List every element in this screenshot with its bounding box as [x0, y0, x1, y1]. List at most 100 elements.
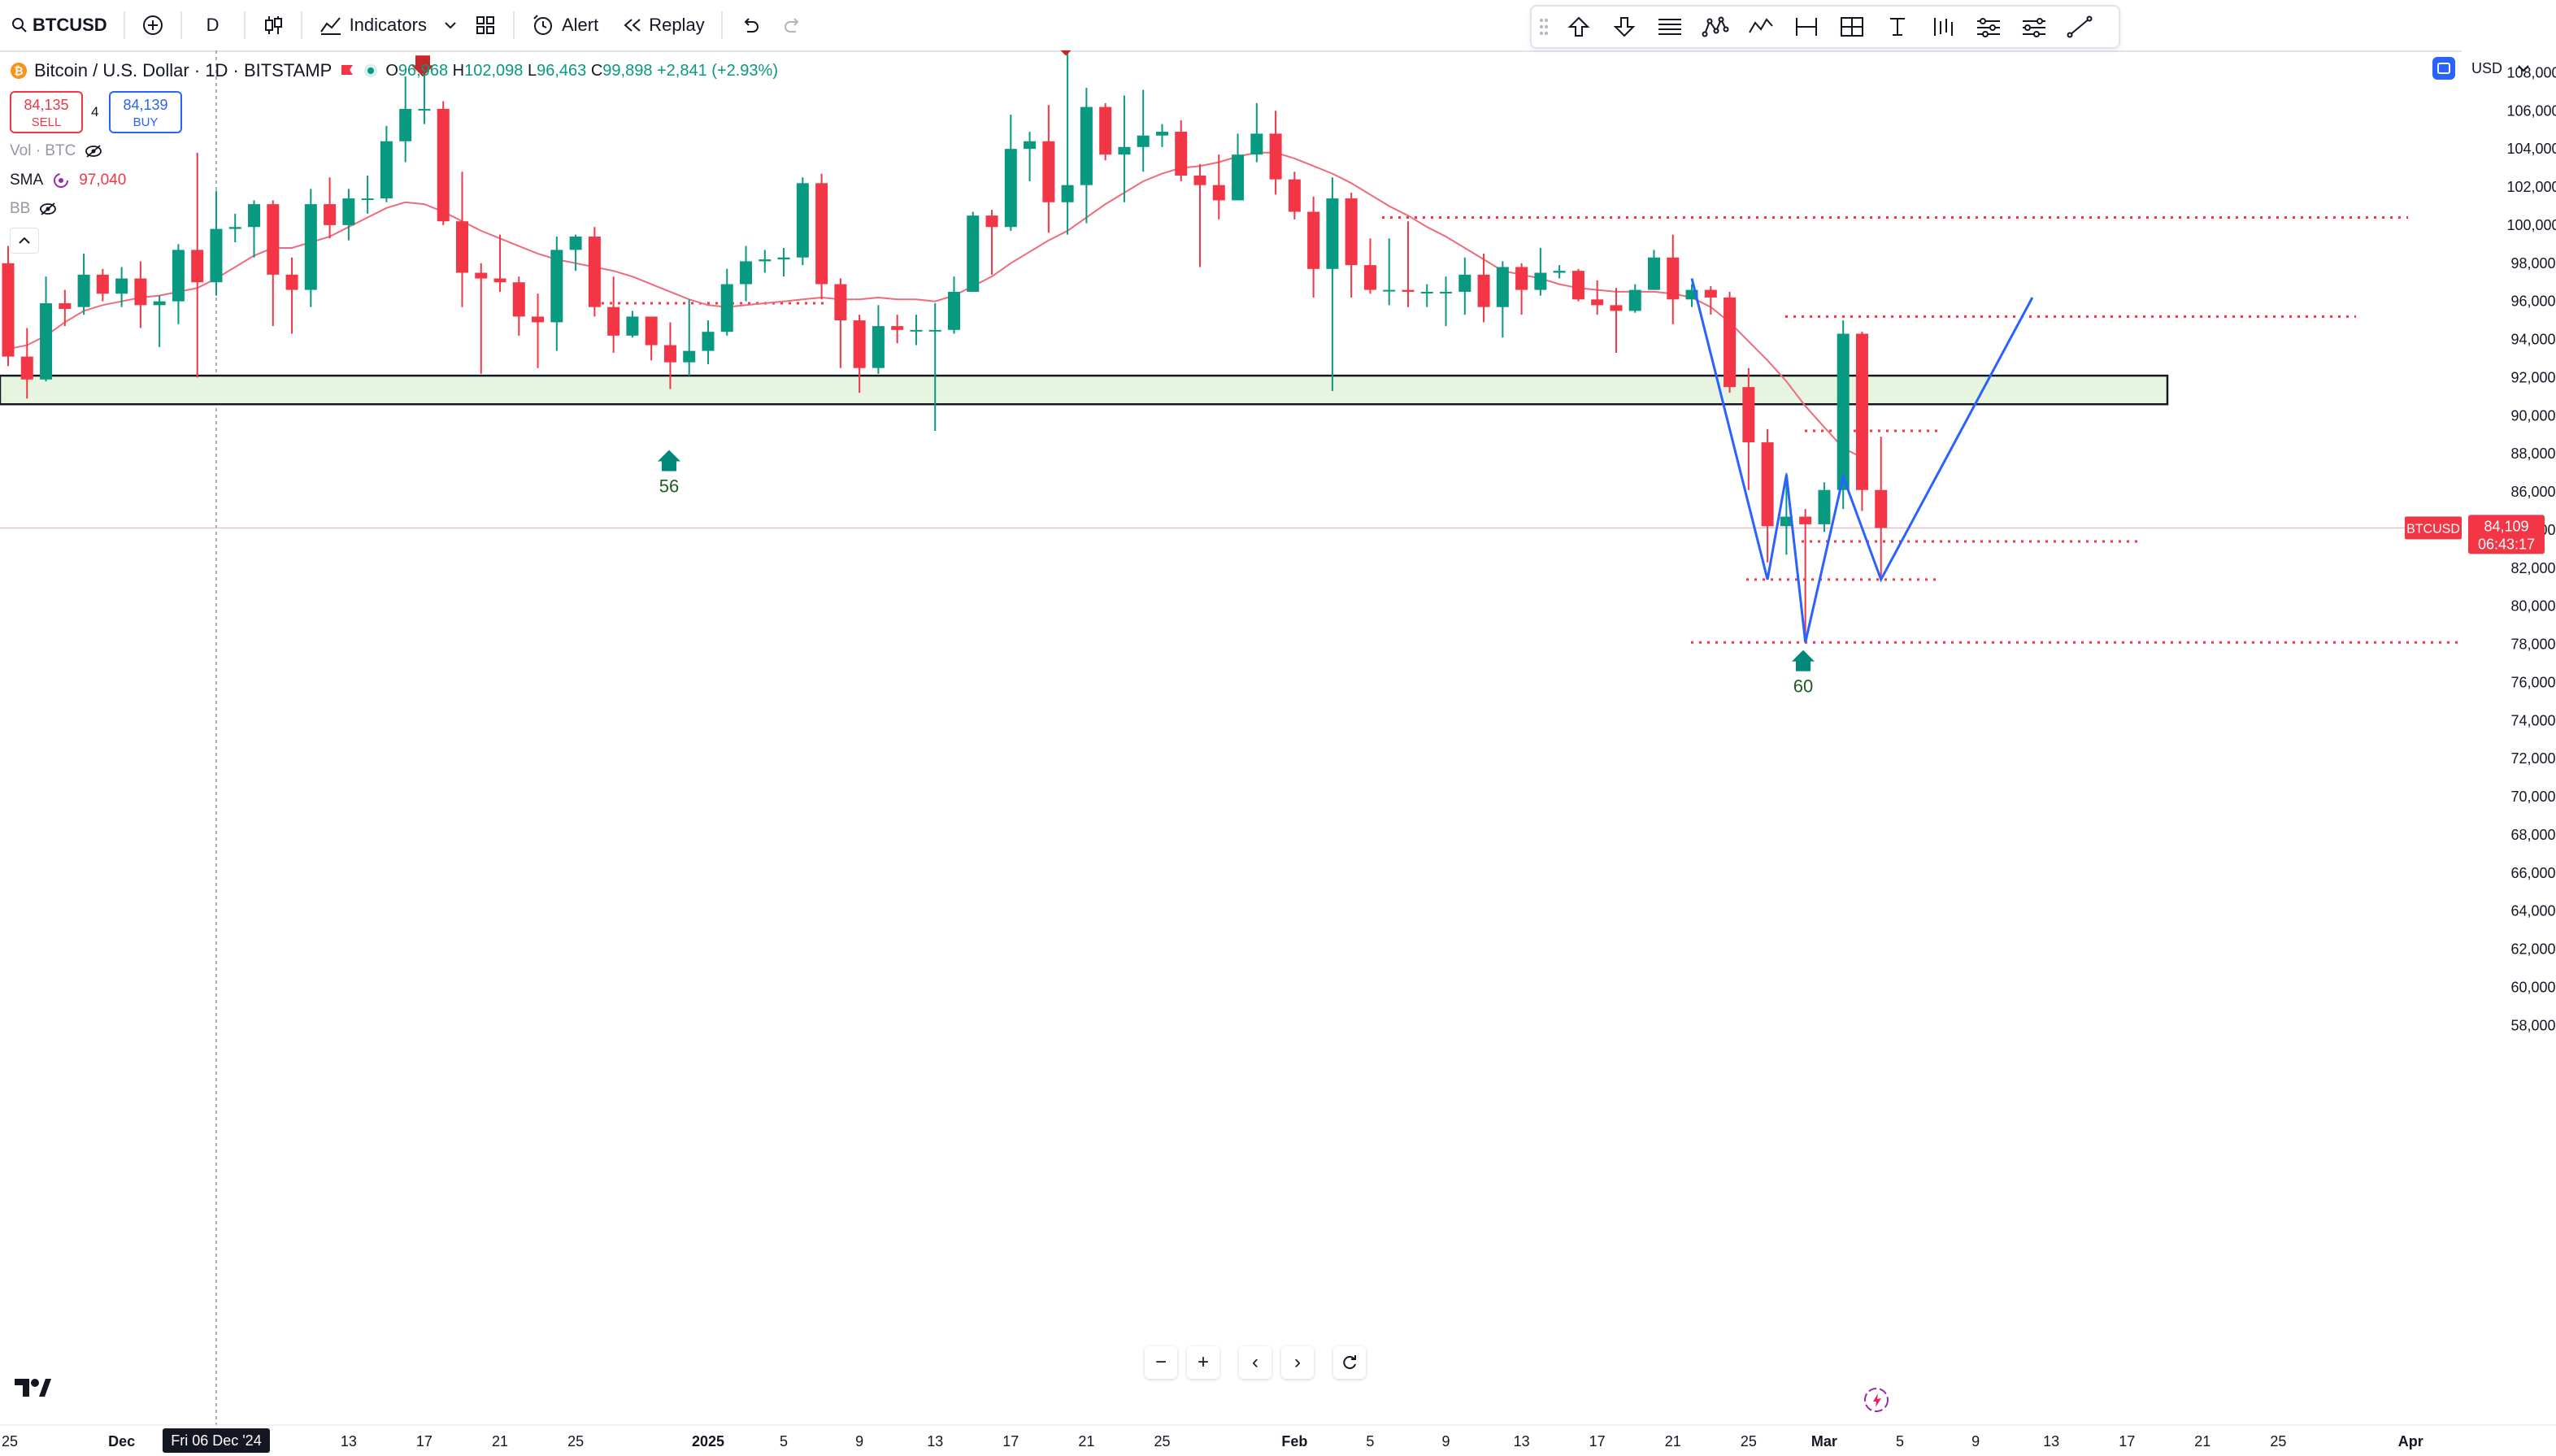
- candle-body: [1232, 154, 1245, 201]
- tradingview-logo[interactable]: [13, 1377, 52, 1405]
- candle: [532, 293, 545, 368]
- layouts-button[interactable]: [463, 0, 508, 50]
- reset-chart-button[interactable]: [1333, 1346, 1366, 1379]
- trend-line-tool-icon[interactable]: [2057, 7, 2102, 47]
- time-tick-label: 17: [1589, 1433, 1606, 1449]
- currency-selector[interactable]: USD: [2431, 55, 2530, 81]
- candle-body: [1383, 289, 1396, 292]
- date-range-tool-icon[interactable]: [1784, 7, 1829, 47]
- time-tick-label: 21: [2194, 1433, 2210, 1449]
- drag-handle-icon[interactable]: [1532, 7, 1556, 47]
- scroll-right-button[interactable]: ›: [1281, 1346, 1314, 1379]
- price-tick-label: 68,000: [2510, 827, 2555, 843]
- loading-icon: [54, 173, 69, 188]
- time-axis[interactable]: 25 Dec 13 17 21 25 2025 5 9 13 17 21 25 Feb 5 9 13 17 21 25…: [0, 1424, 2556, 1456]
- candle-body: [1345, 198, 1358, 266]
- arrow-down-tool-icon[interactable]: [1602, 7, 1647, 47]
- candle-body: [948, 291, 960, 330]
- price-chart[interactable]: 43215660 124,000122,000120,000118,000116…: [0, 50, 2556, 1456]
- arrow-up-tool-icon[interactable]: [1556, 7, 1602, 47]
- magic-icon[interactable]: [1862, 1385, 1891, 1415]
- candle: [1667, 234, 1680, 324]
- candle-body: [267, 204, 280, 275]
- candle: [77, 254, 90, 315]
- symbol-search[interactable]: BTCUSD: [0, 0, 119, 50]
- candle: [324, 177, 337, 239]
- indicators-label: Indicators: [349, 15, 427, 35]
- redo-button[interactable]: [772, 0, 815, 50]
- time-tick-label: Apr: [2398, 1433, 2423, 1449]
- candle: [59, 289, 72, 327]
- price-tick-label: 58,000: [2510, 1017, 2555, 1033]
- candle: [607, 276, 620, 353]
- text-tool-icon[interactable]: [1875, 7, 1920, 47]
- eye-hidden-icon[interactable]: [84, 143, 103, 159]
- top-toolbar: BTCUSD D Indicators Alert Replay: [0, 0, 2556, 52]
- price-axis[interactable]: 124,000122,000120,000118,000116,000114,0…: [2405, 50, 2556, 1456]
- time-tick-label: 17: [1002, 1433, 1019, 1449]
- candle: [1080, 88, 1093, 224]
- w-pattern-drawing[interactable]: [1690, 278, 2034, 643]
- indicators-dropdown[interactable]: [438, 0, 463, 50]
- divider: [123, 11, 125, 39]
- pattern-tool-icon[interactable]: [1693, 7, 1738, 47]
- bb-indicator[interactable]: BB: [10, 200, 58, 218]
- sell-button[interactable]: 84,135 SELL: [10, 91, 83, 133]
- support-zone-rect: [0, 374, 2169, 406]
- candle: [437, 101, 450, 225]
- candle: [1175, 120, 1188, 181]
- buy-button[interactable]: 84,139 BUY: [109, 91, 182, 133]
- candle: [248, 200, 261, 258]
- candle-body: [1837, 333, 1850, 490]
- price-range-tool-icon[interactable]: [1829, 7, 1875, 47]
- candle-body: [815, 183, 828, 285]
- candle: [228, 213, 241, 242]
- scroll-left-button[interactable]: ‹: [1239, 1346, 1271, 1379]
- replay-button[interactable]: Replay: [610, 0, 715, 50]
- time-tick-label: 5: [1366, 1433, 1374, 1449]
- time-axis-bg: [0, 1425, 2556, 1456]
- candle-body: [1099, 106, 1112, 155]
- candle: [1042, 105, 1055, 233]
- collapse-legend-button[interactable]: [10, 228, 39, 254]
- zoom-out-button[interactable]: −: [1145, 1346, 1177, 1379]
- eye-hidden-icon[interactable]: [38, 201, 58, 217]
- interval-button[interactable]: D: [187, 0, 239, 50]
- wave-tool-icon[interactable]: [1738, 7, 1784, 47]
- candle-body: [777, 257, 790, 260]
- horizontal-lines-tool-icon[interactable]: [1647, 7, 1693, 47]
- legend-title[interactable]: Bitcoin / U.S. Dollar · 1D · BITSTAMP: [34, 60, 333, 80]
- sma-indicator[interactable]: SMA 97,040: [10, 171, 126, 190]
- candle: [1099, 102, 1112, 161]
- candle: [1345, 193, 1358, 298]
- volume-indicator[interactable]: Vol · BTC: [10, 142, 103, 160]
- candle: [1855, 332, 1868, 511]
- candle: [1553, 265, 1566, 279]
- plus-circle-icon: [142, 15, 163, 35]
- price-tick-label: 94,000: [2510, 332, 2555, 348]
- time-tick-label: Feb: [1281, 1433, 1307, 1449]
- price-tick-label: 72,000: [2510, 750, 2555, 767]
- auto-scale-icon[interactable]: [2431, 55, 2457, 81]
- chart-type-button[interactable]: [250, 0, 296, 50]
- price-tick-label: 74,000: [2510, 712, 2555, 728]
- candle-body: [1024, 141, 1037, 150]
- price-tick-label: 98,000: [2510, 255, 2555, 272]
- candle: [1515, 263, 1528, 315]
- w-pattern-line: [1690, 278, 2034, 643]
- alert-button[interactable]: Alert: [519, 0, 610, 50]
- flag-icon[interactable]: [338, 63, 356, 79]
- zoom-in-button[interactable]: +: [1187, 1346, 1219, 1379]
- candle-body: [304, 204, 317, 290]
- sliders-tool-icon[interactable]: [1966, 7, 2011, 47]
- last-price-text: 84,109: [2484, 518, 2528, 534]
- candle: [1534, 248, 1547, 296]
- candle: [1326, 177, 1339, 391]
- compare-button[interactable]: [130, 0, 176, 50]
- undo-button[interactable]: [728, 0, 772, 50]
- bars-tool-icon[interactable]: [1920, 7, 1966, 47]
- settings-lines-tool-icon[interactable]: [2011, 7, 2057, 47]
- candle: [853, 315, 866, 393]
- indicators-button[interactable]: Indicators: [307, 0, 438, 50]
- candle: [928, 303, 941, 432]
